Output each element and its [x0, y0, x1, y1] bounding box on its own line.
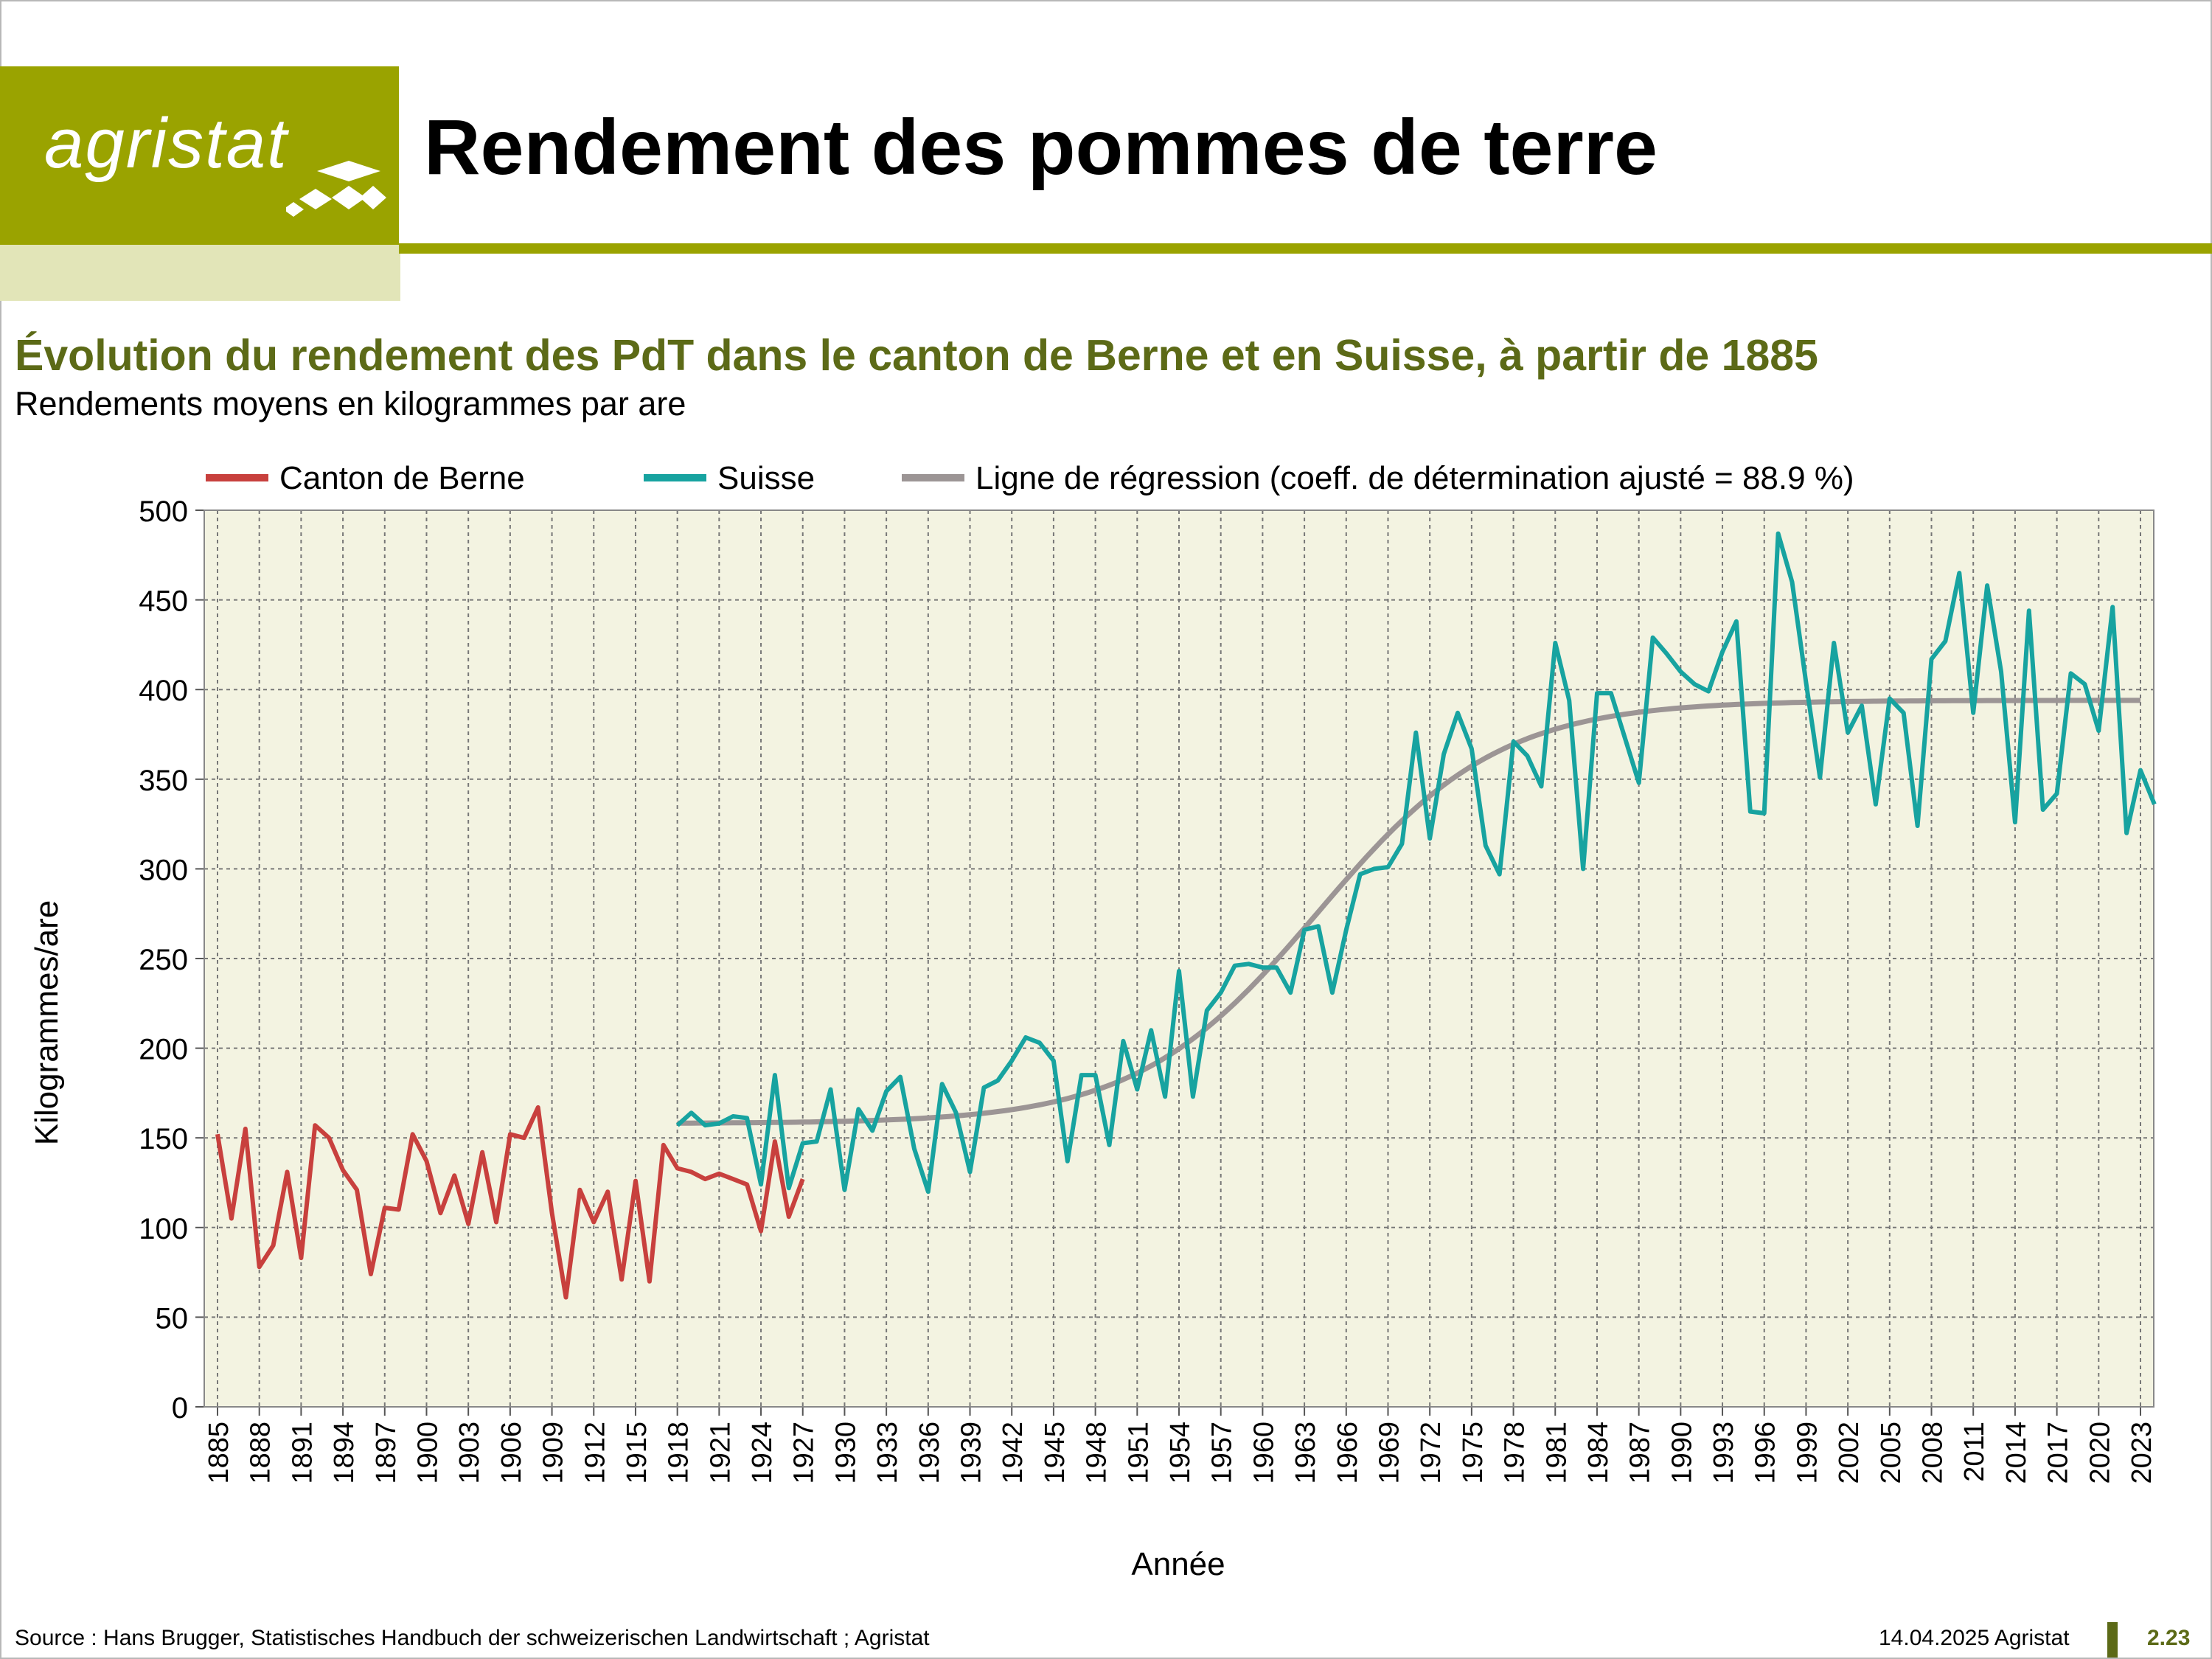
x-tick-label: 1978	[1500, 1422, 1531, 1484]
regression-line	[677, 698, 2140, 1126]
x-tick-label: 1915	[622, 1422, 653, 1484]
series-line-berne	[215, 1105, 805, 1300]
x-tick-label: 2011	[1959, 1422, 1990, 1482]
x-tick-label: 1909	[538, 1422, 569, 1484]
x-tick-label: 1927	[789, 1422, 820, 1484]
legend-item-suisse: Suisse	[644, 460, 815, 496]
plot-border	[204, 509, 2154, 1408]
y-tick-label: 400	[139, 675, 188, 707]
x-tick-label: 2020	[2084, 1422, 2115, 1484]
x-tick-label: 1906	[496, 1422, 527, 1484]
x-tick-label: 1888	[246, 1422, 276, 1484]
y-tick-label: 150	[139, 1123, 188, 1155]
legend-label: Canton de Berne	[279, 460, 525, 496]
x-tick-label: 2023	[2126, 1422, 2157, 1484]
x-tick-label: 1885	[204, 1422, 234, 1484]
chart-legend: Canton de Berne Suisse Ligne de régression…	[206, 460, 1854, 496]
x-tick-label: 1903	[454, 1422, 485, 1484]
x-tick-label: 1969	[1374, 1422, 1405, 1484]
x-tick-label: 1933	[872, 1422, 903, 1484]
x-tick-label: 1945	[1040, 1422, 1071, 1484]
legend-label: Suisse	[717, 460, 815, 496]
x-tick-label: 1918	[664, 1422, 695, 1484]
x-tick-label: 1930	[830, 1422, 861, 1484]
x-tick-label: 1990	[1666, 1422, 1697, 1484]
x-tick-label: 1963	[1290, 1422, 1321, 1484]
y-axis-label: Kilogrammes/are	[29, 900, 65, 1146]
potato-yield-chart: Canton de Berne Suisse Ligne de régression…	[29, 460, 2157, 1582]
header-rule	[399, 243, 2212, 254]
y-tick-label: 50	[156, 1302, 189, 1335]
page-number: 2.23	[2147, 1626, 2191, 1650]
x-tick-label: 1957	[1207, 1422, 1238, 1484]
x-tick-label: 1972	[1416, 1422, 1447, 1484]
chart-subtitle: Évolution du rendement des PdT dans le c…	[15, 331, 1818, 380]
legend-item-regression: Ligne de régression (coeff. de détermina…	[902, 460, 1854, 496]
x-tick-label: 1912	[580, 1422, 611, 1484]
y-tick-label: 0	[172, 1392, 188, 1425]
y-tick-label: 250	[139, 944, 188, 976]
x-tick-label: 2008	[1918, 1422, 1949, 1484]
x-tick-label: 1900	[412, 1422, 443, 1484]
legend-item-berne: Canton de Berne	[206, 460, 525, 496]
x-tick-label: 1960	[1248, 1422, 1279, 1484]
y-tick-label: 350	[139, 765, 188, 797]
x-tick-label: 1987	[1625, 1422, 1656, 1484]
x-tick-label: 1984	[1583, 1422, 1614, 1484]
x-tick-label: 1891	[287, 1422, 318, 1484]
footer-divider	[2107, 1622, 2118, 1658]
x-tick-label: 2005	[1876, 1422, 1907, 1484]
x-tick-label: 1939	[956, 1422, 987, 1484]
plot-area: 0 50 100 150 200 250 300 350 400 450 500 1885 1888 18…	[139, 495, 2157, 1484]
x-tick-label: 1981	[1541, 1422, 1572, 1484]
series-line-suisse	[675, 531, 2157, 1194]
y-tick-label: 100	[139, 1213, 188, 1245]
x-axis-label: Année	[1131, 1546, 1225, 1582]
logo-diamond-icon	[286, 161, 386, 217]
logo-wordmark: agristat	[44, 104, 288, 183]
x-tick-label: 1936	[914, 1422, 945, 1484]
x-tick-label: 1993	[1708, 1422, 1739, 1484]
y-tick-label: 200	[139, 1034, 188, 1066]
y-tick-label: 450	[139, 585, 188, 618]
x-tick-label: 1942	[998, 1422, 1029, 1484]
x-tick-label: 1954	[1165, 1422, 1196, 1484]
logo-underlay	[0, 245, 400, 301]
footer-date: 14.04.2025 Agristat	[1879, 1626, 2070, 1650]
page-title: Rendement des pommes de terre	[424, 104, 1658, 191]
agristat-logo	[0, 66, 399, 245]
x-tick-label: 1999	[1792, 1422, 1823, 1484]
x-tick-label: 1996	[1750, 1422, 1781, 1484]
legend-label: Ligne de régression (coeff. de détermina…	[975, 460, 1854, 496]
chart-description: Rendements moyens en kilogrammes par are	[15, 385, 686, 422]
x-tick-label: 1966	[1332, 1422, 1363, 1484]
x-tick-label: 1951	[1123, 1422, 1154, 1484]
x-tick-label: 2002	[1834, 1422, 1865, 1484]
x-tick-label: 1894	[329, 1422, 360, 1484]
y-tick-label: 300	[139, 854, 188, 886]
x-tick-label: 1897	[371, 1422, 402, 1484]
x-tick-label: 1948	[1082, 1422, 1113, 1484]
x-tick-label: 1921	[705, 1422, 736, 1484]
y-tick-label: 500	[139, 495, 188, 528]
x-tick-label: 1975	[1458, 1422, 1489, 1484]
x-tick-label: 1924	[747, 1422, 778, 1484]
x-tick-label: 2017	[2043, 1422, 2074, 1484]
x-tick-label: 2014	[2001, 1422, 2032, 1484]
source-note: Source : Hans Brugger, Statistisches Han…	[15, 1626, 930, 1650]
